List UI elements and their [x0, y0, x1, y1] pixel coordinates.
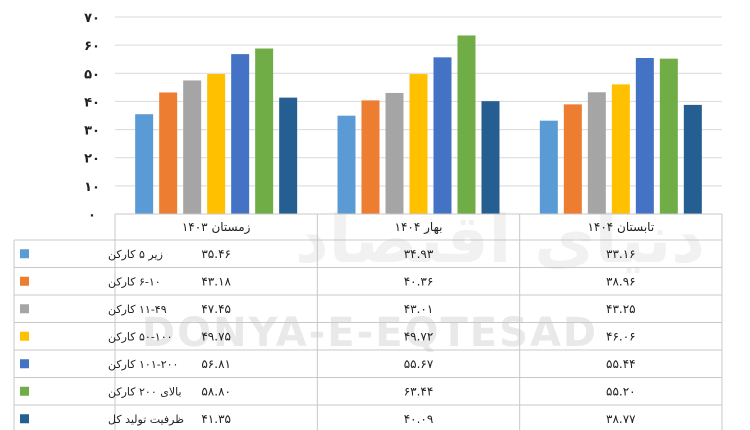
category-label: تابستان ۱۴۰۴ — [587, 220, 654, 234]
table-value: ۵۸.۸۰ — [201, 384, 231, 398]
table-value: ۴۳.۰۱ — [404, 302, 434, 316]
bar — [587, 92, 606, 214]
bar — [635, 57, 654, 215]
bar — [159, 92, 178, 214]
bar — [337, 115, 356, 214]
table-value: ۴۹.۷۲ — [404, 329, 434, 343]
bar — [207, 73, 226, 214]
legend-swatch — [20, 304, 29, 314]
table-value: ۴۰.۰۹ — [404, 412, 434, 426]
table-value: ۳۴.۹۳ — [404, 247, 434, 261]
table-value: ۳۸.۹۶ — [606, 274, 636, 288]
y-axis-ticks: ۰ ۱۰ ۲۰ ۳۰ ۴۰ ۵۰ ۶۰ ۷۰ — [84, 11, 100, 223]
bar — [481, 101, 500, 214]
bar — [539, 120, 558, 214]
table-value: ۵۶.۸۱ — [201, 357, 231, 371]
table-value: ۳۸.۷۷ — [606, 412, 636, 426]
bar — [433, 57, 452, 215]
table-value: ۵۵.۴۴ — [606, 357, 636, 371]
legend-label: ۱۰۱-۲۰۰ کارکن — [108, 358, 178, 371]
bar — [611, 84, 630, 215]
legend-swatch — [20, 359, 29, 369]
table-value: ۴۱.۳۵ — [201, 412, 231, 426]
bar — [409, 74, 428, 214]
table-value: ۴۷.۴۵ — [201, 302, 231, 316]
y-tick-label: ۵۰ — [84, 67, 100, 82]
legend-swatch — [20, 331, 29, 341]
y-tick-label: ۰ — [88, 208, 96, 223]
table-value: ۶۳.۴۴ — [404, 384, 434, 398]
bar — [255, 48, 274, 214]
bar — [659, 58, 678, 214]
y-tick-label: ۴۰ — [84, 95, 100, 110]
bar — [231, 54, 250, 215]
legend-label: ۱۱-۴۹ کارکن — [108, 303, 167, 316]
bar — [279, 97, 298, 214]
legend-label: ۵۰-۱۰۰ کارکن — [108, 330, 173, 343]
bars — [135, 35, 702, 215]
bar — [135, 114, 154, 214]
bar — [361, 100, 380, 214]
bar — [457, 35, 476, 214]
category-label: بهار ۱۴۰۴ — [395, 220, 443, 235]
table-value: ۴۳.۲۵ — [606, 302, 636, 316]
y-tick-label: ۷۰ — [84, 11, 100, 26]
bar — [385, 92, 404, 214]
table-value: ۵۵.۶۷ — [404, 357, 434, 371]
legend-label: ظرفیت تولید کل — [108, 413, 184, 426]
table-value: ۳۵.۴۶ — [201, 247, 231, 261]
bar — [683, 104, 702, 214]
category-label: زمستان ۱۴۰۳ — [182, 220, 251, 235]
data-table: زمستان ۱۴۰۳ بهار ۱۴۰۴ تابستان ۱۴۰۴ زیر ۵ کا… — [13, 213, 723, 430]
y-tick-label: ۱۰ — [84, 180, 100, 195]
y-tick-label: ۶۰ — [84, 39, 100, 54]
legend-swatch — [20, 386, 29, 396]
bar — [563, 104, 582, 214]
table-value: ۵۵.۲۰ — [606, 384, 636, 398]
legend-label: بالای ۲۰۰ کارکن — [108, 385, 182, 398]
legend-label: زیر ۵ کارکن — [108, 248, 163, 261]
bar — [183, 80, 202, 214]
table-value: ۴۹.۷۵ — [201, 329, 231, 343]
y-tick-label: ۲۰ — [84, 152, 100, 167]
legend-swatch — [20, 276, 29, 286]
table-value: ۴۰.۳۶ — [404, 274, 434, 288]
watermark-latin: DONYA-E-EQTESAD — [142, 310, 598, 356]
legend-label: ۶-۱۰ کارکن — [108, 275, 161, 288]
legend-swatch — [20, 249, 29, 259]
table-value: ۴۶.۰۶ — [606, 329, 636, 343]
table-value: ۴۳.۱۸ — [201, 274, 231, 288]
table-value: ۳۳.۱۶ — [606, 247, 636, 261]
y-tick-label: ۳۰ — [84, 124, 100, 139]
legend-swatch — [20, 414, 29, 424]
